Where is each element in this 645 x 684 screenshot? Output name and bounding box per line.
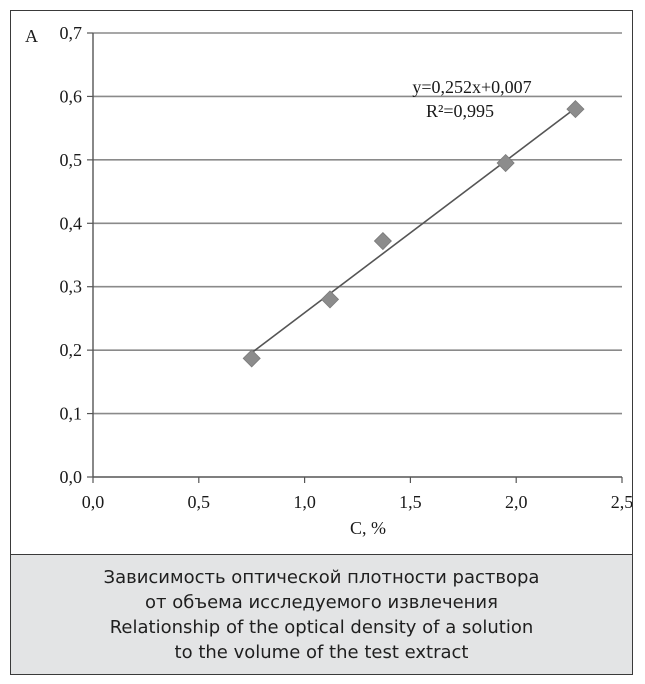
y-tick-label: 0,1: [60, 404, 83, 424]
grid-lines: [93, 32, 622, 415]
data-point-marker: [320, 290, 340, 309]
data-point-marker: [373, 231, 392, 251]
y-tick-label: 0,4: [60, 213, 83, 233]
caption-line-2: от объема исследуемого извлечения: [145, 591, 498, 613]
trendline: [251, 107, 576, 354]
data-point-marker: [496, 153, 515, 173]
y-tick-label: 0,5: [60, 150, 83, 170]
data-point-marker: [566, 100, 585, 119]
chart-area: 0,0 0,1 0,2 0,3 0,4 0,5 0,6 0,7 0,0 0,5 1,0 1,5 2,0…: [11, 11, 632, 554]
data-points: [242, 100, 585, 368]
x-tick-label: 1,5: [399, 492, 422, 512]
r-squared-label: R²=0,995: [426, 101, 494, 121]
figure-caption: Зависимость оптической плотности раствор…: [11, 554, 632, 674]
x-tick-label: 1,0: [293, 492, 316, 512]
x-tick-label: 2,5: [611, 492, 632, 512]
y-tick-labels: 0,0 0,1 0,2 0,3 0,4 0,5 0,6 0,7: [60, 23, 83, 487]
x-tick-labels: 0,0 0,5 1,0 1,5 2,0 2,5: [82, 492, 632, 512]
x-tick-label: 0,5: [188, 492, 211, 512]
x-tick-label: 2,0: [505, 492, 528, 512]
scatter-chart: 0,0 0,1 0,2 0,3 0,4 0,5 0,6 0,7 0,0 0,5 1,0 1,5 2,0…: [25, 23, 632, 538]
axes: [87, 32, 623, 483]
y-tick-label: 0,2: [60, 340, 83, 360]
figure-frame: 0,0 0,1 0,2 0,3 0,4 0,5 0,6 0,7 0,0 0,5 1,0 1,5 2,0…: [10, 10, 633, 675]
data-point-marker: [242, 349, 261, 368]
trendline-group: [251, 107, 576, 354]
y-tick-label: 0,6: [60, 86, 83, 106]
y-axis-label: A: [25, 26, 38, 46]
trendline-equation: y=0,252x+0,007: [412, 77, 531, 97]
y-tick-label: 0,7: [60, 23, 83, 43]
caption-line-1: Зависимость оптической плотности раствор…: [103, 566, 540, 588]
caption-line-3: Relationship of the optical density of a…: [109, 616, 534, 638]
caption-line-4: to the volume of the test extract: [174, 641, 469, 663]
y-tick-label: 0,0: [60, 467, 83, 487]
x-tick-label: 0,0: [82, 492, 105, 512]
x-axis-label: C, %: [350, 518, 386, 538]
y-tick-label: 0,3: [60, 277, 83, 297]
